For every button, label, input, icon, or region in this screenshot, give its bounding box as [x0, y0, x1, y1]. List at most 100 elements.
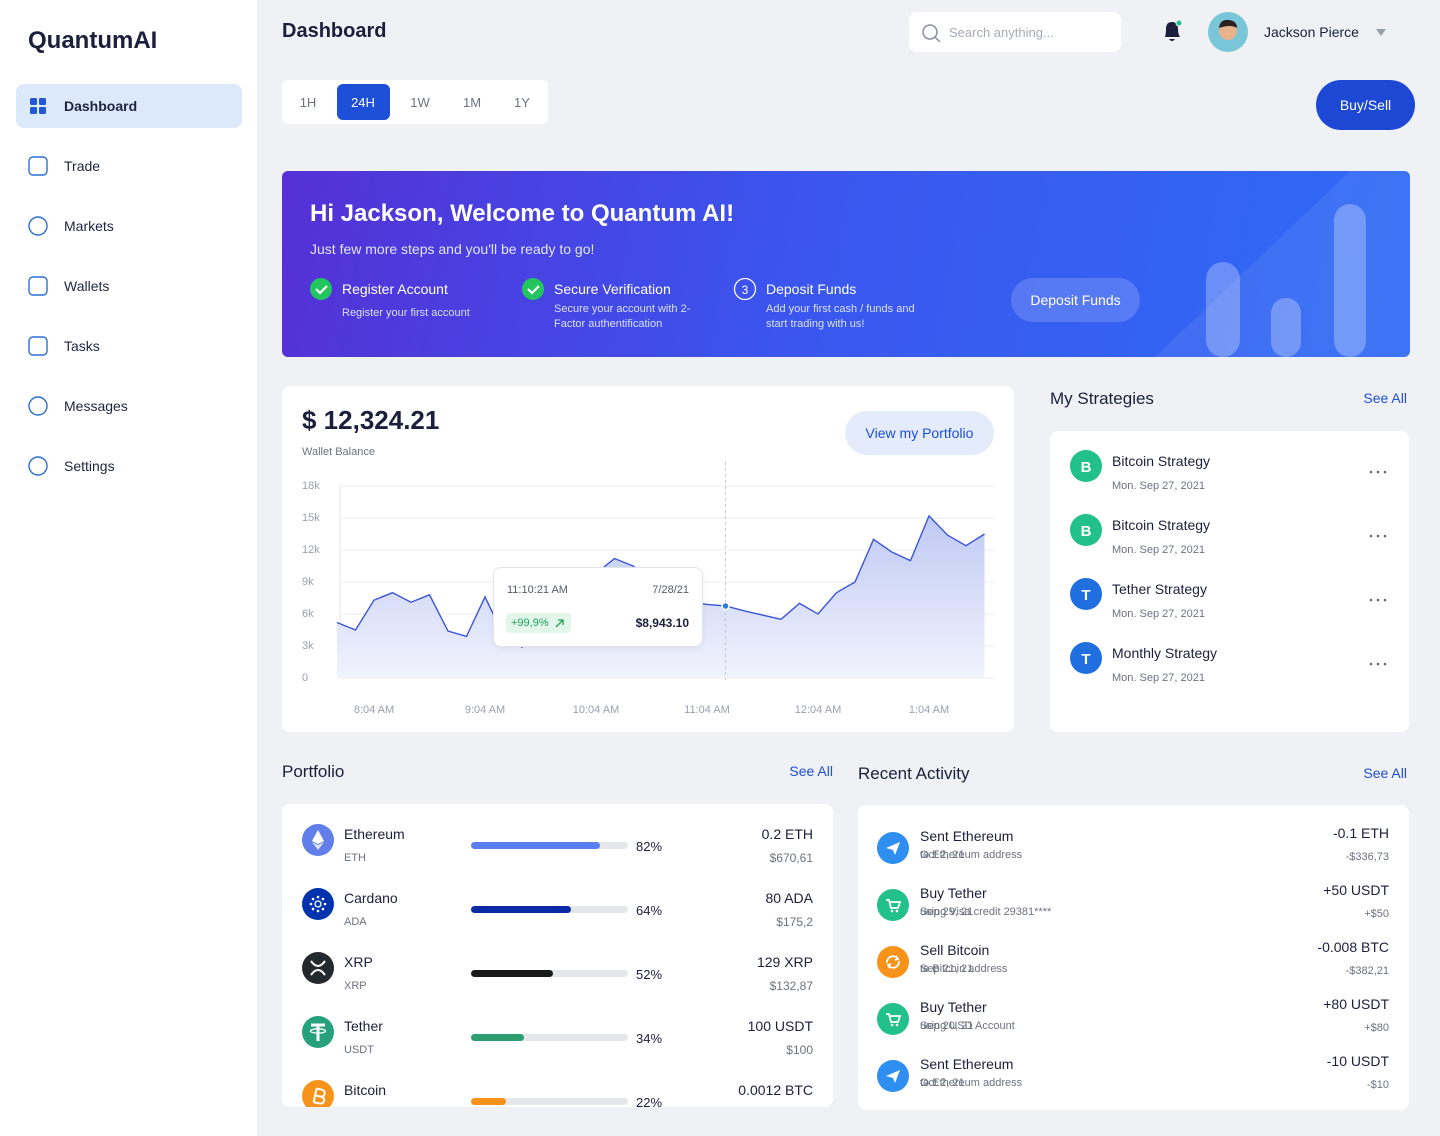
- range-tabs: [282, 80, 548, 124]
- coin-name: Cardano: [344, 890, 398, 906]
- step-title: Secure Verification: [554, 281, 671, 297]
- range-tab[interactable]: 24H: [351, 94, 375, 110]
- separator-dot: [925, 1081, 928, 1085]
- activity-date: Oct 2, 21: [920, 1076, 965, 1089]
- section-title: My Strategies: [1050, 388, 1154, 408]
- search-box[interactable]: [909, 12, 1121, 52]
- coin-glyph: [312, 1087, 326, 1105]
- strategies-card: [1050, 431, 1409, 732]
- step-description: Secure your account with 2-: [554, 302, 691, 315]
- coin-amount: 80 ADA: [765, 890, 813, 906]
- allocation-track: [471, 1034, 628, 1041]
- nav-item[interactable]: Trade: [64, 158, 101, 174]
- x-tick-label: 8:04 AM: [353, 703, 395, 716]
- allocation-bar: [471, 906, 572, 913]
- x-tick-label: 11:04 AM: [684, 703, 730, 716]
- strategy-name: Monthly Strategy: [1112, 645, 1218, 661]
- activity-detail: to Bitcoin address: [920, 962, 1008, 975]
- activity-amount: +50 USDT: [1323, 882, 1389, 898]
- range-tab[interactable]: 1Y: [514, 94, 530, 110]
- user-name[interactable]: Jackson Pierce: [1264, 24, 1359, 40]
- strategy-icon-letter: T: [1081, 650, 1091, 668]
- strategy-icon-letter: T: [1081, 586, 1091, 604]
- nav-item[interactable]: Markets: [64, 218, 114, 234]
- coin-glyph: [310, 960, 326, 976]
- activity-date: Sep 29, 21: [920, 905, 974, 918]
- coin-symbol: ETH: [344, 851, 366, 864]
- deposit-button[interactable]: Deposit Funds: [1011, 278, 1140, 322]
- coin-glyph: [309, 1028, 327, 1034]
- coin-name: Tether: [344, 1018, 383, 1034]
- activity-amount: -0.1 ETH: [1332, 825, 1389, 841]
- see-all-link[interactable]: See All: [1363, 390, 1407, 406]
- activity-amount: -0.008 BTC: [1317, 939, 1389, 955]
- allocation-label: 22%: [636, 1094, 663, 1108]
- y-tick-label: 9k: [302, 575, 314, 588]
- step-title: Register Account: [342, 281, 448, 297]
- coin-icon: [302, 888, 334, 920]
- coin-amount: 0.2 ETH: [761, 826, 813, 842]
- activity-detail: using USD Account: [920, 1019, 1015, 1032]
- y-tick-label: 15k: [302, 511, 320, 524]
- coin-glyph: [314, 900, 322, 908]
- x-tick-label: 12:04 AM: [794, 703, 842, 716]
- nav-item[interactable]: Tasks: [64, 338, 100, 354]
- activity-title: Buy Tether: [920, 885, 987, 901]
- activity-fiat: -$10: [1366, 1078, 1389, 1091]
- activity-date: Sep 20, 21: [920, 1019, 974, 1032]
- coin-glyph: [321, 907, 325, 911]
- step-description: Add your first cash / funds and: [766, 302, 915, 315]
- nav-item[interactable]: Wallets: [64, 278, 110, 294]
- coin-name: Bitcoin: [344, 1082, 387, 1098]
- section-title: Recent Activity: [858, 763, 970, 783]
- wallet-label: Wallet Balance: [302, 445, 375, 458]
- avatar: [1208, 12, 1248, 52]
- user-menu-caret: [1376, 29, 1386, 36]
- section-title: Portfolio: [282, 761, 345, 781]
- tooltip-value: $8,943.10: [635, 616, 689, 630]
- nav-item[interactable]: Dashboard: [64, 98, 138, 114]
- coin-fiat: $100: [786, 1043, 813, 1057]
- bell-icon: [1165, 22, 1180, 41]
- avatar: [1219, 22, 1237, 40]
- coin-name: Ethereum: [344, 826, 405, 842]
- tooltip-time: 11:10:21 AM: [507, 583, 568, 596]
- step-title: Deposit Funds: [766, 281, 857, 297]
- coin-glyph: [321, 897, 325, 901]
- coin-glyph: [311, 907, 315, 911]
- strategy-date: Mon. Sep 27, 2021: [1112, 543, 1205, 556]
- coin-symbol: ADA: [344, 915, 367, 928]
- separator-dot: [925, 910, 928, 914]
- buy-sell-button[interactable]: Buy/Sell: [1316, 80, 1415, 130]
- activity-fiat: +$50: [1364, 907, 1389, 920]
- see-all-link[interactable]: See All: [789, 763, 833, 779]
- separator-dot: [925, 853, 928, 857]
- coin-glyph: [311, 897, 315, 901]
- welcome-title: Hi Jackson, Welcome to Quantum AI!: [310, 200, 735, 227]
- range-tab[interactable]: 1H: [299, 94, 317, 110]
- activity-date: Sep 21, 21: [920, 962, 974, 975]
- coin-glyph: [323, 902, 327, 906]
- activity-title: Buy Tether: [920, 999, 987, 1015]
- nav-item[interactable]: Messages: [64, 398, 128, 414]
- allocation-track: [471, 1098, 628, 1105]
- allocation-label: 52%: [636, 966, 663, 982]
- strategy-date: Mon. Sep 27, 2021: [1112, 607, 1205, 620]
- range-tab[interactable]: 1M: [462, 94, 482, 110]
- y-tick-label: 0: [302, 671, 309, 684]
- step-description: Register your first account: [342, 306, 470, 319]
- see-all-link[interactable]: See All: [1363, 765, 1407, 781]
- portfolio-button[interactable]: View my Portfolio: [845, 411, 994, 455]
- range-tab[interactable]: 1W: [410, 94, 430, 110]
- allocation-bar: [471, 1034, 525, 1041]
- activity-title: Sell Bitcoin: [920, 942, 990, 958]
- strategy-icon-letter: B: [1080, 458, 1092, 476]
- activity-detail: using Visa credit 29381****: [920, 905, 1052, 918]
- range-active-bg: [337, 84, 390, 120]
- allocation-bar: [471, 1098, 506, 1105]
- coin-icon: [302, 952, 334, 984]
- nav-item[interactable]: Settings: [64, 458, 115, 474]
- coin-symbol: XRP: [344, 979, 367, 992]
- x-tick-label: 1:04 AM: [908, 703, 950, 716]
- y-tick-label: 3k: [302, 639, 314, 652]
